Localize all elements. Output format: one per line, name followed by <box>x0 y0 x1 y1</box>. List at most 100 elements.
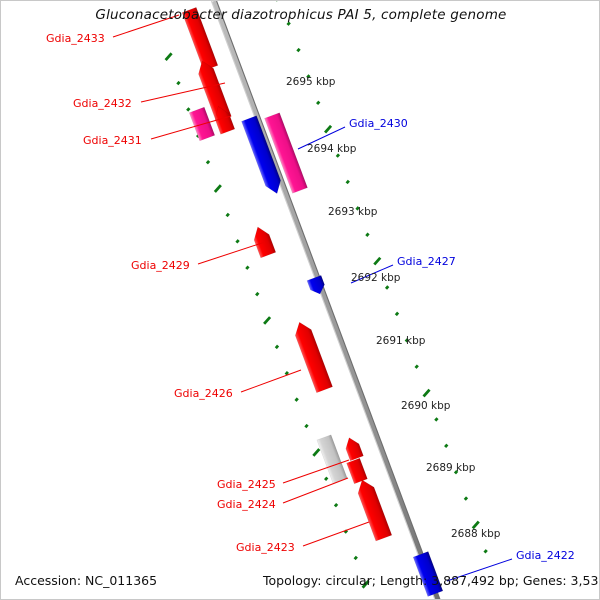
minor-tick <box>414 364 419 369</box>
gene-label-Gdia_2430[interactable]: Gdia_2430 <box>349 117 408 130</box>
minor-tick <box>225 212 230 218</box>
scale-label: 2693 kbp <box>328 206 378 218</box>
major-tick <box>324 124 333 134</box>
gene-label-Gdia_2425[interactable]: Gdia_2425 <box>217 478 276 491</box>
minor-tick <box>353 555 358 561</box>
gene-arrow-Gdia_2427 <box>306 275 325 295</box>
major-tick <box>422 388 431 398</box>
genome-backbone <box>210 1 441 599</box>
leader-line-Gdia_2433 <box>112 14 180 38</box>
gene-arrow-Gdia_2430 <box>241 115 281 194</box>
leader-line-Gdia_2430 <box>297 126 346 150</box>
scale-label: 2691 kbp <box>376 335 426 347</box>
minor-tick <box>296 47 301 53</box>
gene-arrow-Gdia_2430b <box>264 112 308 194</box>
scale-tick-marks <box>164 1 488 589</box>
major-tick <box>361 580 370 589</box>
leader-line-Gdia_2431 <box>150 115 232 140</box>
gene-arrow-Gdia_2422 <box>412 551 444 597</box>
label-leader-lines <box>112 14 513 582</box>
gene-features-group[interactable] <box>181 7 444 597</box>
minor-tick <box>394 311 400 317</box>
scale-label: 2689 kbp <box>426 462 476 474</box>
major-tick <box>471 520 480 530</box>
minor-tick <box>384 285 390 290</box>
status-bar: Accession: NC_011365 Topology: circular;… <box>1 573 599 593</box>
gene-label-Gdia_2426[interactable]: Gdia_2426 <box>174 387 233 400</box>
leader-line-Gdia_2427 <box>350 264 394 284</box>
leader-line-Gdia_2432 <box>140 82 226 103</box>
gene-label-Gdia_2431[interactable]: Gdia_2431 <box>83 134 142 147</box>
minor-tick <box>434 417 439 422</box>
leader-line-Gdia_2423 <box>302 521 370 547</box>
gene-arrow-Gdia_2423 <box>357 479 393 542</box>
gene-label-Gdia_2427[interactable]: Gdia_2427 <box>397 255 456 268</box>
accession-text: Accession: NC_011365 <box>15 573 158 588</box>
minor-tick <box>274 344 280 350</box>
minor-tick <box>245 265 250 270</box>
gene-feature <box>295 321 333 394</box>
gene-feature <box>357 479 393 542</box>
minor-tick <box>294 397 299 402</box>
leader-line-Gdia_2429 <box>197 241 266 265</box>
minor-tick <box>176 80 181 86</box>
backbone-shadow <box>216 1 441 599</box>
gene-arrow-Gdia_2424a <box>345 437 364 462</box>
gene-label-Gdia_2433[interactable]: Gdia_2433 <box>46 32 105 45</box>
gene-label-Gdia_2422[interactable]: Gdia_2422 <box>516 549 575 562</box>
gene-label-Gdia_2423[interactable]: Gdia_2423 <box>236 541 295 554</box>
leader-line-Gdia_2426 <box>240 369 302 393</box>
minor-tick <box>463 496 469 501</box>
gene-feature <box>264 112 308 194</box>
gene-arrow-Gdia_2431b <box>214 105 236 135</box>
minor-tick <box>355 206 360 211</box>
minor-tick <box>255 291 260 297</box>
minor-tick <box>186 107 191 112</box>
minor-tick <box>444 443 449 448</box>
minor-tick <box>453 469 459 475</box>
scale-label: 2692 kbp <box>351 272 401 284</box>
minor-tick <box>335 153 341 158</box>
gene-label-Gdia_2424[interactable]: Gdia_2424 <box>217 498 276 511</box>
gene-label-Gdia_2429[interactable]: Gdia_2429 <box>131 259 190 272</box>
minor-tick <box>304 423 309 429</box>
minor-tick <box>345 179 350 185</box>
scale-label: 2695 kbp <box>286 76 336 88</box>
minor-tick <box>483 549 488 554</box>
minor-tick <box>316 100 321 106</box>
major-tick <box>263 316 272 325</box>
gene-arrow-Gdia_2425 <box>316 434 348 484</box>
gene-feature <box>241 115 281 194</box>
minor-tick <box>404 338 410 343</box>
minor-tick <box>324 476 329 481</box>
minor-tick <box>284 371 289 376</box>
minor-tick <box>306 74 311 79</box>
minor-tick <box>286 21 291 26</box>
gene-feature <box>253 226 277 259</box>
gene-feature <box>412 551 444 597</box>
gene-feature <box>181 7 219 71</box>
leader-line-Gdia_2422 <box>446 558 513 582</box>
scale-label: 2688 kbp <box>451 528 501 540</box>
gene-feature <box>316 434 348 484</box>
gene-feature <box>306 275 325 295</box>
scale-label: 2694 kbp <box>307 143 357 155</box>
page-title: Gluconacetobacter diazotrophicus PAI 5, … <box>95 7 507 23</box>
gene-arrow-Gdia_2426 <box>295 321 333 394</box>
major-tick <box>213 184 222 193</box>
gene-feature <box>214 105 236 135</box>
major-tick <box>274 1 283 2</box>
scale-label: 2690 kbp <box>401 400 451 412</box>
gene-label-Gdia_2432[interactable]: Gdia_2432 <box>73 97 132 110</box>
minor-tick <box>365 232 370 237</box>
gene-feature <box>346 457 368 485</box>
gene-arrow-Gdia_2429 <box>253 226 277 259</box>
backbone-line <box>211 1 440 599</box>
minor-tick <box>235 239 240 244</box>
gene-feature <box>345 437 364 462</box>
gene-arrow-Gdia_2424b <box>346 457 368 485</box>
major-tick <box>164 52 173 61</box>
minor-tick <box>333 502 339 508</box>
